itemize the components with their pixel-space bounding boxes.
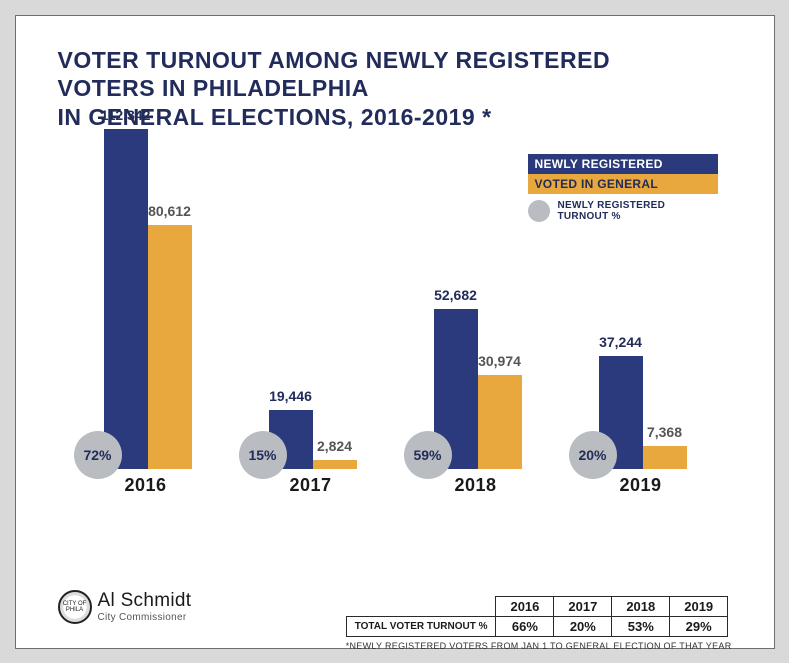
bar-voted: 30,974 <box>478 375 522 469</box>
table-row-label: TOTAL VOTER TURNOUT % <box>346 616 496 636</box>
bar-voted-value: 7,368 <box>630 424 700 440</box>
turnout-table-wrap: 2016201720182019 TOTAL VOTER TURNOUT %66%… <box>346 596 732 651</box>
footnote: *NEWLY REGISTERED VOTERS FROM JAN 1 TO G… <box>346 641 732 651</box>
author-name: Al Schmidt <box>98 590 192 612</box>
turnout-circle: 15% <box>239 431 287 479</box>
bar-voted: 2,824 <box>313 460 357 469</box>
table-blank-cell <box>346 596 496 616</box>
table-col-header: 2018 <box>612 596 670 616</box>
city-seal-icon: CITY OF PHILA <box>58 590 92 624</box>
table-col-header: 2017 <box>554 596 612 616</box>
bar-group-2017: 19,4462,82415%2017 <box>241 129 381 496</box>
title-line-1: VOTER TURNOUT AMONG NEWLY REGISTERED VOT… <box>58 47 611 102</box>
author-text: Al Schmidt City Commissioner <box>98 590 192 623</box>
author-role: City Commissioner <box>98 612 192 623</box>
bar-voted-value: 80,612 <box>135 203 205 219</box>
table-col-header: 2019 <box>670 596 728 616</box>
bar-voted: 7,368 <box>643 446 687 468</box>
turnout-table: 2016201720182019 TOTAL VOTER TURNOUT %66%… <box>346 596 728 637</box>
table-cell: 66% <box>496 616 554 636</box>
table-cell: 29% <box>670 616 728 636</box>
bar-registered-value: 37,244 <box>586 334 656 350</box>
bar-registered-value: 19,446 <box>256 388 326 404</box>
table-col-header: 2016 <box>496 596 554 616</box>
turnout-circle: 20% <box>569 431 617 479</box>
bar-voted-value: 2,824 <box>300 438 370 454</box>
bar-chart: 112,34280,61272%201619,4462,82415%201752… <box>76 126 716 496</box>
bar-voted-value: 30,974 <box>465 353 535 369</box>
bar-voted: 80,612 <box>148 225 192 469</box>
turnout-circle: 72% <box>74 431 122 479</box>
bar-group-2018: 52,68230,97459%2018 <box>406 129 546 496</box>
bar-registered: 112,342 <box>104 129 148 469</box>
table-cell: 20% <box>554 616 612 636</box>
table-cell: 53% <box>612 616 670 636</box>
infographic-card: VOTER TURNOUT AMONG NEWLY REGISTERED VOT… <box>15 15 775 649</box>
bar-registered-value: 112,342 <box>91 107 161 123</box>
bar-registered-value: 52,682 <box>421 287 491 303</box>
bar-group-2019: 37,2447,36820%2019 <box>571 129 711 496</box>
turnout-circle: 59% <box>404 431 452 479</box>
footer: CITY OF PHILA Al Schmidt City Commission… <box>58 590 732 624</box>
bar-group-2016: 112,34280,61272%2016 <box>76 129 216 496</box>
